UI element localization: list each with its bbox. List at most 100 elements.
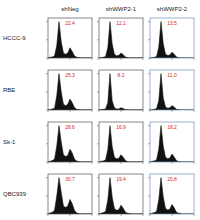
panel: 20.8 <box>148 174 194 216</box>
y-tick <box>46 125 48 126</box>
x-tick <box>121 162 122 164</box>
frame <box>99 174 143 214</box>
x-tick <box>150 162 151 164</box>
y-tick <box>46 195 48 196</box>
annotation: 13.5 <box>167 20 177 26</box>
y-tick <box>46 214 48 215</box>
x-tick <box>194 214 195 216</box>
y-tick <box>148 39 150 40</box>
y-tick <box>97 58 99 59</box>
x-tick <box>48 214 49 216</box>
x-tick <box>92 110 93 112</box>
frame <box>99 70 143 110</box>
y-tick <box>97 162 99 163</box>
annotation: 11.0 <box>167 72 177 78</box>
x-tick <box>150 110 151 112</box>
histogram <box>150 126 194 162</box>
y-tick <box>148 21 150 22</box>
y-tick <box>148 91 150 92</box>
row-label: RBE <box>3 87 15 93</box>
x-tick <box>143 110 144 112</box>
frame <box>48 70 92 110</box>
frame <box>48 174 92 214</box>
plot-area <box>48 178 92 214</box>
histogram <box>48 74 92 110</box>
x-tick <box>121 58 122 60</box>
column-header: shNeg <box>61 6 78 12</box>
x-tick <box>70 162 71 164</box>
histogram <box>99 178 143 214</box>
histogram <box>99 74 143 110</box>
plot-area <box>99 178 143 214</box>
panel: 16.9 <box>97 122 143 164</box>
histogram <box>150 74 194 110</box>
y-tick <box>46 110 48 111</box>
frame <box>150 70 194 110</box>
y-tick <box>148 214 150 215</box>
plot-area <box>48 126 92 162</box>
y-tick <box>97 110 99 111</box>
panel: 11.0 <box>148 70 194 112</box>
panel: 19.4 <box>97 174 143 216</box>
x-tick <box>92 214 93 216</box>
x-tick <box>194 110 195 112</box>
plot-area <box>99 126 143 162</box>
y-tick <box>97 143 99 144</box>
histogram <box>48 126 92 162</box>
x-tick <box>194 58 195 60</box>
annotation: 18.2 <box>167 124 177 130</box>
y-tick <box>97 125 99 126</box>
column-header: shWWP2-1 <box>106 6 137 12</box>
frame <box>150 174 194 214</box>
plot-area <box>150 74 194 110</box>
frame <box>48 122 92 162</box>
plot-area <box>48 22 92 58</box>
x-tick <box>194 162 195 164</box>
x-tick <box>143 162 144 164</box>
plot-area <box>150 22 194 58</box>
column-header: shWWP2-2 <box>157 6 188 12</box>
x-tick <box>48 162 49 164</box>
row-label: QBC939 <box>3 191 27 197</box>
frame <box>99 18 143 58</box>
x-tick <box>92 162 93 164</box>
annotation: 22.4 <box>65 20 75 26</box>
panel: 25.3 <box>46 70 92 112</box>
x-tick <box>150 214 151 216</box>
annotation: 25.3 <box>65 72 75 78</box>
panel: 8.2 <box>97 70 143 112</box>
y-tick <box>46 39 48 40</box>
annotation: 20.8 <box>167 176 177 182</box>
plot-area <box>150 178 194 214</box>
y-tick <box>148 58 150 59</box>
histogram <box>99 126 143 162</box>
y-tick <box>148 73 150 74</box>
frame <box>150 18 194 58</box>
panel: 22.4 <box>46 18 92 60</box>
annotation: 19.4 <box>116 176 126 182</box>
row-label: Sk-1 <box>3 139 16 145</box>
plot-area <box>99 74 143 110</box>
x-tick <box>99 110 100 112</box>
x-tick <box>92 58 93 60</box>
y-tick <box>97 73 99 74</box>
y-tick <box>97 91 99 92</box>
y-tick <box>97 177 99 178</box>
y-tick <box>46 58 48 59</box>
y-tick <box>148 177 150 178</box>
figure: shNegshWWP2-1shWWP2-2HCCC-9RBESk-1QBC939… <box>0 0 200 220</box>
y-tick <box>148 195 150 196</box>
x-tick <box>172 162 173 164</box>
panel: 28.6 <box>46 122 92 164</box>
frame <box>150 122 194 162</box>
y-tick <box>97 21 99 22</box>
panel: 18.2 <box>148 122 194 164</box>
y-tick <box>46 162 48 163</box>
x-tick <box>48 58 49 60</box>
y-tick <box>97 214 99 215</box>
panel: 13.5 <box>148 18 194 60</box>
y-tick <box>46 143 48 144</box>
x-tick <box>172 214 173 216</box>
plot-area <box>99 22 143 58</box>
annotation: 30.7 <box>65 176 75 182</box>
